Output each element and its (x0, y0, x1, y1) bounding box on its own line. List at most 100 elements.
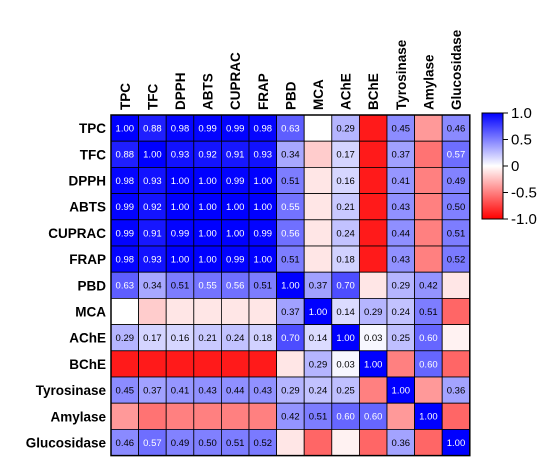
cell-value-label: 0.42 (419, 281, 438, 292)
heatmap-cell (138, 402, 167, 430)
heatmap-cell (358, 140, 388, 168)
heatmap-cell (441, 402, 471, 430)
cell-value-label: 0.55 (198, 281, 217, 292)
cell-value-label: 0.41 (171, 386, 190, 397)
column-label: Glucosidase (449, 29, 464, 110)
cell-value-label: 0.21 (198, 333, 217, 344)
heatmap-cell (138, 219, 167, 247)
row-label: TPC (79, 121, 106, 136)
heatmap-cell (110, 376, 140, 404)
heatmap-cell (193, 402, 222, 430)
cell-value-label: 0.37 (281, 307, 300, 318)
row-label: MCA (75, 305, 106, 320)
heatmap-cell (358, 219, 388, 247)
heatmap-cell (386, 193, 416, 221)
cell-value-label: 0.45 (392, 124, 411, 135)
heatmap-cell (248, 324, 278, 352)
heatmap-cell (193, 271, 222, 299)
cell-value-label: 0.14 (336, 307, 355, 318)
column-labels: TPC TFC DPPH ABTS CUPRAC FRAP PBD MCA AChE BChE Ty… (118, 29, 464, 110)
cell-value-label: 0.36 (447, 386, 466, 397)
cell-value-label: 0.24 (392, 307, 411, 318)
cell-value-label: 1.00 (226, 228, 245, 239)
heatmap-cell (331, 193, 360, 221)
cell-value-label: 1.00 (171, 202, 190, 213)
heatmap-cell (193, 219, 222, 247)
cell-value-label: 0.18 (254, 333, 273, 344)
cell-value-label: 1.00 (392, 386, 411, 397)
cell-value-label: 0.46 (116, 438, 135, 449)
cell-value-label: 0.51 (171, 281, 190, 292)
cell-value-label: 0.56 (226, 281, 245, 292)
color-scale-tick-label: 0 (511, 158, 519, 175)
heatmap-cell (414, 219, 443, 247)
heatmap-cell (358, 350, 388, 378)
row-label: Amylase (50, 409, 106, 424)
heatmap-cell (220, 428, 250, 456)
cell-value-label: 0.43 (392, 202, 411, 213)
cell-value-label: 0.18 (336, 255, 355, 266)
cell-value-label: 0.57 (447, 150, 466, 161)
cell-value-label: 0.41 (392, 176, 411, 187)
heatmap-cell (414, 350, 443, 378)
heatmap-cell (248, 271, 278, 299)
cell-value-label: 0.51 (419, 307, 438, 318)
cell-value-label: 1.00 (116, 124, 135, 135)
cell-value-label: 0.44 (226, 386, 245, 397)
cell-value-label: 0.88 (116, 150, 135, 161)
row-label: CUPRAC (48, 226, 106, 241)
cell-value-label: 0.34 (281, 150, 300, 161)
heatmap-cell (248, 114, 278, 142)
heatmap-cell (276, 350, 305, 378)
heatmap-cell (138, 376, 167, 404)
color-scale-tick-label: 0.5 (511, 132, 532, 149)
cell-value-label: 0.29 (336, 124, 355, 135)
cell-value-label: 1.00 (336, 333, 355, 344)
row-label: PBD (77, 278, 106, 293)
heatmap-cell (331, 271, 360, 299)
cell-value-label: 1.00 (171, 255, 190, 266)
heatmap-cell (386, 245, 416, 273)
cell-value-label: 0.51 (281, 255, 300, 266)
cell-value-label: 1.00 (447, 438, 466, 449)
column-label: Tyrosinase (394, 39, 409, 110)
cell-value-label: 1.00 (198, 202, 217, 213)
cell-value-label: 1.00 (254, 202, 273, 213)
cell-value-label: 0.37 (143, 386, 162, 397)
cell-value-label: 0.25 (336, 386, 355, 397)
heatmap-cell (303, 193, 333, 221)
heatmap-cell (358, 166, 388, 194)
cell-value-label: 0.24 (226, 333, 245, 344)
heatmap-cells (110, 114, 471, 456)
heatmap-cell (386, 297, 416, 325)
heatmap-cell (138, 297, 167, 325)
heatmap-cell (110, 402, 140, 430)
cell-value-label: 0.03 (364, 333, 383, 344)
cell-value-label: 0.29 (116, 333, 135, 344)
heatmap-cell (193, 376, 222, 404)
heatmap-cell (193, 428, 222, 456)
cell-value-label: 0.93 (143, 255, 162, 266)
column-label: DPPH (173, 72, 188, 110)
cell-value-label: 0.42 (281, 412, 300, 423)
column-label: ABTS (201, 73, 216, 110)
cell-value-label: 0.60 (364, 412, 383, 423)
heatmap-cell (331, 219, 360, 247)
cell-value-label: 0.98 (171, 124, 190, 135)
cell-value-label: 1.00 (171, 176, 190, 187)
heatmap-cell (441, 324, 471, 352)
cell-value-label: 0.88 (143, 124, 162, 135)
heatmap-cell (193, 324, 222, 352)
heatmap-cell (220, 166, 250, 194)
heatmap-cell (303, 219, 333, 247)
heatmap-cell (358, 376, 388, 404)
heatmap-cell (331, 428, 360, 456)
heatmap-cell (248, 297, 278, 325)
cell-value-label: 0.92 (143, 202, 162, 213)
heatmap-cell (303, 114, 333, 142)
heatmap-cell (358, 428, 388, 456)
column-label: BChE (366, 73, 381, 110)
cell-value-label: 0.34 (143, 281, 162, 292)
heatmap-cell (276, 271, 305, 299)
heatmap-cell (220, 350, 250, 378)
